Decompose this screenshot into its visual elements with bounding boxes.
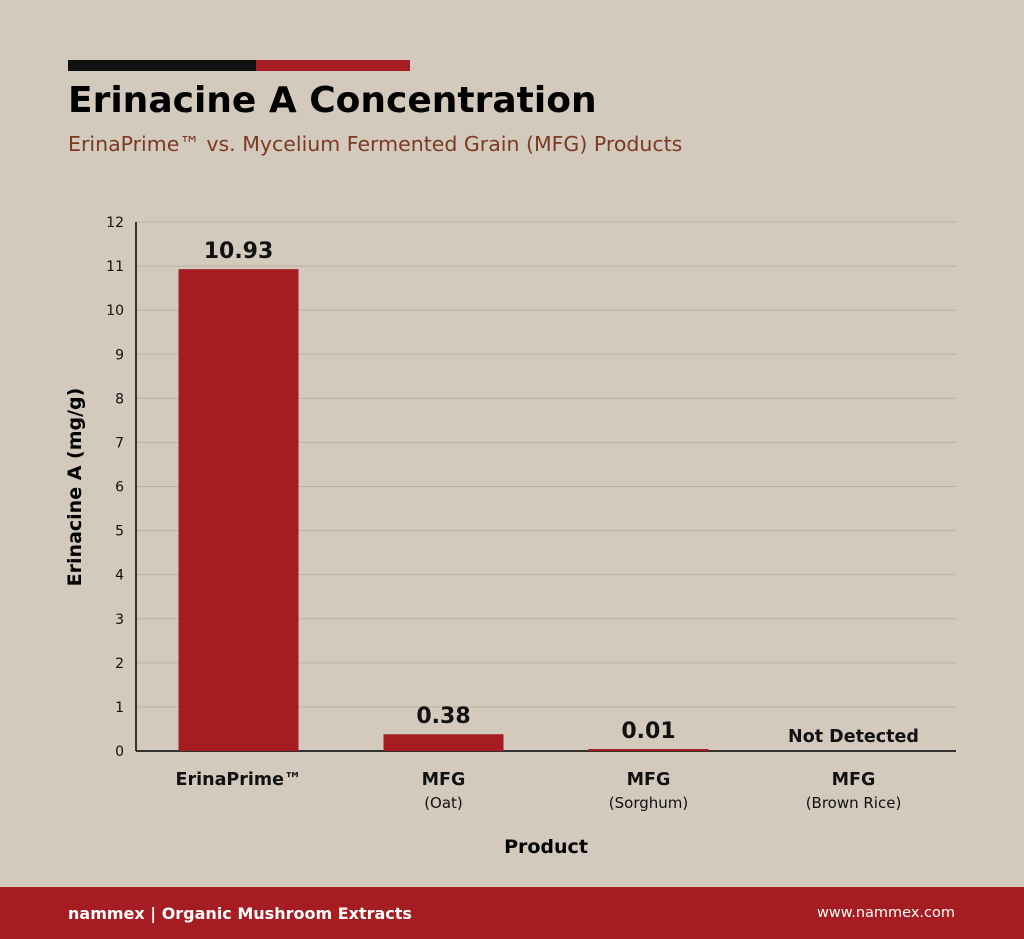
bar-data-label-0: 10.93 <box>204 239 274 264</box>
page-title: Erinacine A Concentration <box>68 80 597 121</box>
bar-1 <box>383 734 504 751</box>
header-accent-bar <box>68 60 410 71</box>
accent-bar-red <box>256 60 410 71</box>
footer-url-link[interactable]: www.nammex.com <box>816 905 955 921</box>
y-tick-label-4: 4 <box>115 568 124 584</box>
y-tick-label-3: 3 <box>115 612 124 628</box>
y-tick-label-0: 0 <box>115 744 124 760</box>
y-tick-label-7: 7 <box>115 435 124 451</box>
x-tick-sublabel-2: (Sorghum) <box>609 794 688 812</box>
bar-data-label-3: Not Detected <box>788 727 919 747</box>
x-tick-label-1: MFG <box>422 770 466 790</box>
x-tick-label-0: ErinaPrime™ <box>176 770 302 790</box>
bar-chart: 012345678910111210.93ErinaPrime™0.38MFG(… <box>64 215 956 858</box>
y-tick-label-1: 1 <box>115 700 124 716</box>
y-tick-label-10: 10 <box>106 303 124 319</box>
x-tick-sublabel-1: (Oat) <box>424 794 463 812</box>
x-tick-sublabel-3: (Brown Rice) <box>806 794 902 812</box>
y-tick-label-2: 2 <box>115 656 124 672</box>
footer-brand: nammex | Organic Mushroom Extracts <box>68 904 412 923</box>
y-tick-label-5: 5 <box>115 524 124 540</box>
y-tick-label-11: 11 <box>106 259 124 275</box>
y-tick-label-9: 9 <box>115 347 124 363</box>
x-tick-label-2: MFG <box>627 770 671 790</box>
y-axis-title: Erinacine A (mg/g) <box>64 388 86 587</box>
bar-data-label-1: 0.38 <box>416 704 470 729</box>
y-tick-label-8: 8 <box>115 391 124 407</box>
y-tick-label-6: 6 <box>115 480 124 496</box>
x-tick-label-3: MFG <box>832 770 876 790</box>
bar-data-label-2: 0.01 <box>621 719 675 744</box>
bar-0 <box>178 269 299 751</box>
accent-bar-black <box>68 60 256 71</box>
bar-2 <box>588 749 709 751</box>
footer-bar: nammex | Organic Mushroom Extracts www.n… <box>0 887 1024 939</box>
y-tick-label-12: 12 <box>106 215 124 231</box>
page-subtitle: ErinaPrime™ vs. Mycelium Fermented Grain… <box>68 132 683 156</box>
x-axis-title: Product <box>504 836 588 858</box>
